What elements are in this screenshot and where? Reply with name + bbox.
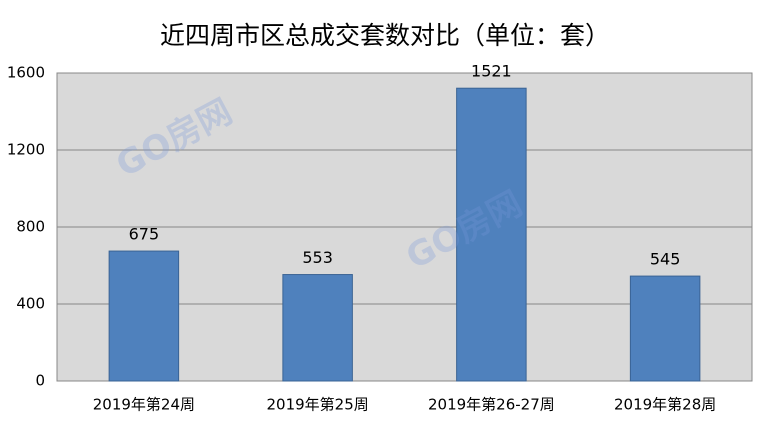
- x-tick-label: 2019年第28周: [614, 396, 716, 414]
- bar: [108, 250, 180, 382]
- value-label: 1521: [471, 62, 512, 81]
- bar: [629, 275, 701, 382]
- chart-title: 近四周市区总成交套数对比（单位：套）: [160, 21, 610, 50]
- y-tick-label: 800: [16, 218, 45, 236]
- x-tick-label: 2019年第25周: [266, 396, 368, 414]
- y-tick-label: 1200: [7, 141, 45, 159]
- y-tick-label: 400: [16, 295, 45, 313]
- y-tick-label: 0: [35, 372, 45, 390]
- x-tick-label: 2019年第26-27周: [428, 396, 555, 414]
- y-tick-label: 1600: [7, 64, 45, 82]
- value-label: 553: [302, 248, 333, 267]
- bar: [456, 87, 527, 382]
- value-label: 675: [129, 225, 160, 244]
- bar: [282, 274, 353, 382]
- x-tick-label: 2019年第24周: [93, 396, 195, 414]
- value-label: 545: [650, 250, 681, 269]
